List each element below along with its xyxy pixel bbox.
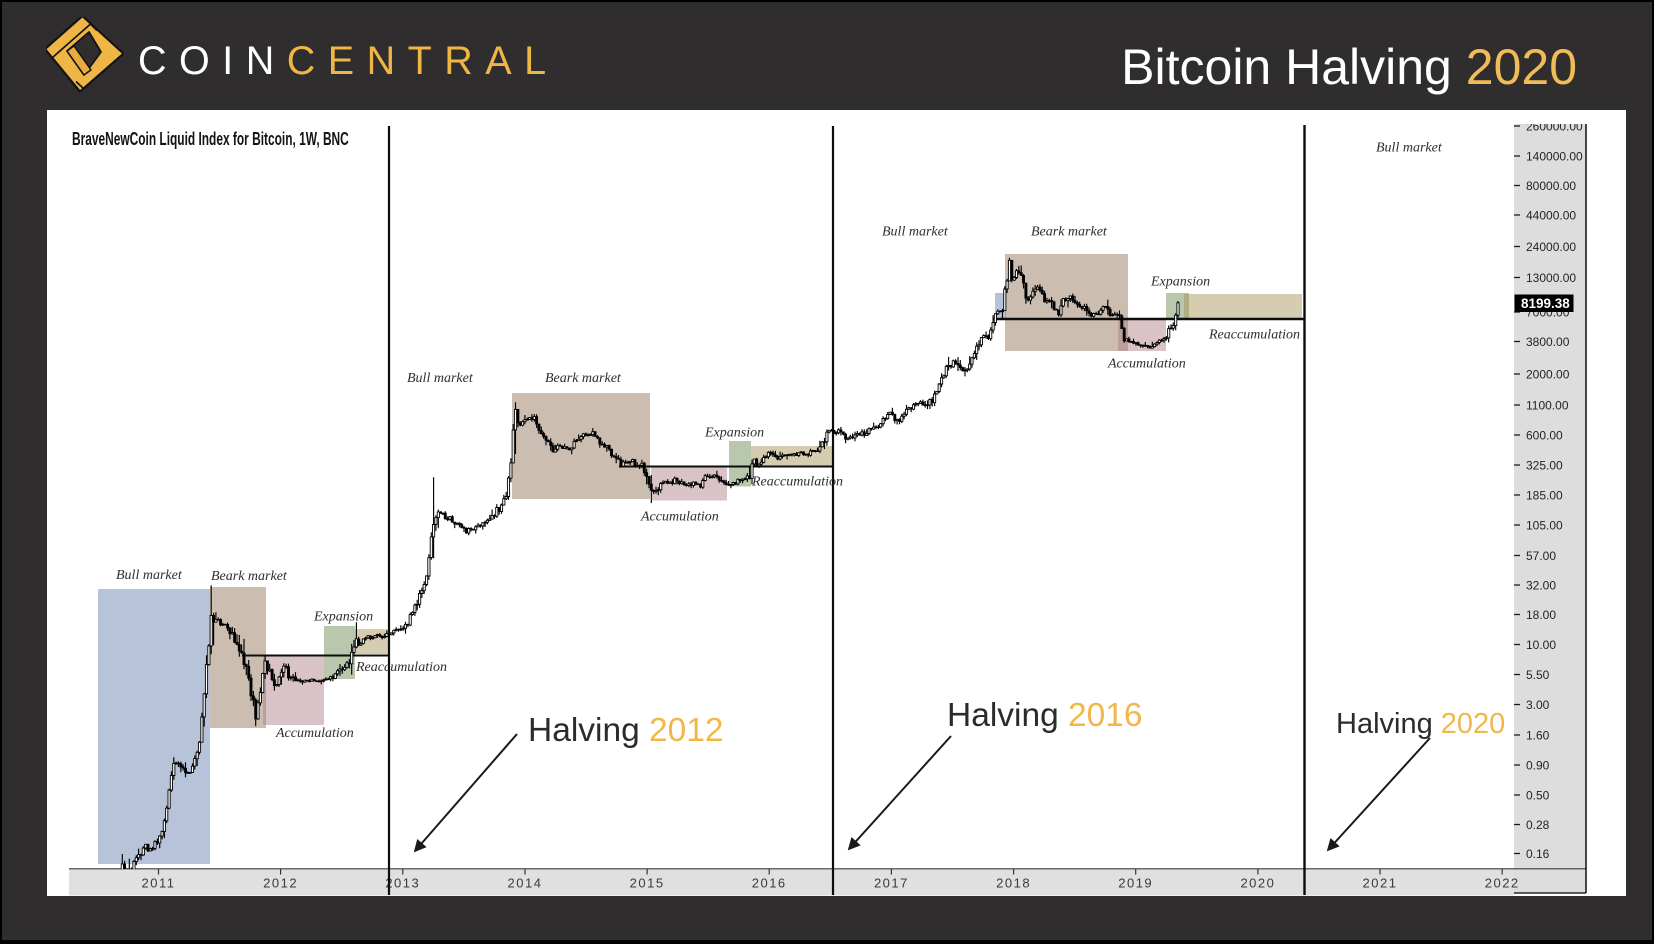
svg-text:0.28: 0.28	[1526, 818, 1550, 832]
svg-text:185.00: 185.00	[1526, 489, 1563, 503]
svg-text:2000.00: 2000.00	[1526, 368, 1570, 382]
svg-text:600.00: 600.00	[1526, 429, 1563, 443]
svg-text:Bull market: Bull market	[1376, 141, 1443, 156]
svg-text:Expansion: Expansion	[704, 426, 764, 441]
svg-text:Accumulation: Accumulation	[1107, 357, 1186, 372]
svg-text:2022: 2022	[1485, 876, 1520, 891]
svg-text:2017: 2017	[874, 876, 909, 891]
svg-text:3800.00: 3800.00	[1526, 335, 1570, 349]
svg-text:0.50: 0.50	[1526, 789, 1550, 803]
svg-text:44000.00: 44000.00	[1526, 209, 1576, 223]
svg-text:5.50: 5.50	[1526, 668, 1550, 682]
svg-text:10.00: 10.00	[1526, 638, 1556, 652]
svg-text:325.00: 325.00	[1526, 459, 1563, 473]
svg-text:105.00: 105.00	[1526, 519, 1563, 533]
svg-text:2014: 2014	[508, 876, 543, 891]
svg-text:0.90: 0.90	[1526, 759, 1550, 773]
svg-text:18.00: 18.00	[1526, 608, 1556, 622]
svg-text:Expansion: Expansion	[313, 610, 373, 625]
svg-text:Expansion: Expansion	[1150, 275, 1210, 290]
svg-text:Reaccumulation: Reaccumulation	[751, 475, 843, 490]
svg-text:24000.00: 24000.00	[1526, 240, 1576, 254]
svg-text:2020: 2020	[1240, 876, 1275, 891]
svg-text:2015: 2015	[630, 876, 665, 891]
svg-text:1100.00: 1100.00	[1526, 399, 1569, 413]
svg-text:Bull market: Bull market	[882, 225, 949, 240]
svg-text:57.00: 57.00	[1526, 549, 1556, 563]
svg-text:BraveNewCoin Liquid Index for: BraveNewCoin Liquid Index for Bitcoin, 1…	[72, 130, 349, 150]
svg-text:8199.38: 8199.38	[1521, 296, 1570, 311]
svg-text:Accumulation: Accumulation	[275, 726, 354, 741]
svg-text:2011: 2011	[142, 876, 176, 891]
svg-text:Beark market: Beark market	[1031, 225, 1108, 240]
svg-text:Beark market: Beark market	[211, 569, 288, 584]
svg-text:Bull market: Bull market	[407, 371, 474, 386]
svg-text:Halving 2016: Halving 2016	[947, 697, 1143, 734]
svg-text:32.00: 32.00	[1526, 579, 1556, 593]
svg-text:1.60: 1.60	[1526, 729, 1550, 743]
svg-text:Beark market: Beark market	[545, 371, 622, 386]
svg-text:140000.00: 140000.00	[1526, 150, 1583, 164]
svg-text:Reaccumulation: Reaccumulation	[355, 660, 447, 675]
svg-text:2018: 2018	[996, 876, 1031, 891]
svg-text:Accumulation: Accumulation	[640, 510, 719, 525]
svg-text:2016: 2016	[752, 876, 787, 891]
svg-text:2012: 2012	[263, 876, 298, 891]
svg-text:80000.00: 80000.00	[1526, 179, 1576, 193]
svg-text:13000.00: 13000.00	[1526, 271, 1576, 285]
svg-text:260000.00: 260000.00	[1526, 120, 1583, 134]
svg-text:2021: 2021	[1363, 876, 1398, 891]
svg-text:2019: 2019	[1118, 876, 1153, 891]
svg-text:Bull market: Bull market	[116, 568, 183, 583]
svg-text:0.16: 0.16	[1526, 847, 1550, 861]
svg-text:Halving 2012: Halving 2012	[528, 712, 724, 749]
svg-text:2013: 2013	[385, 876, 420, 891]
svg-text:Halving 2020: Halving 2020	[1336, 708, 1505, 740]
svg-text:Reaccumulation: Reaccumulation	[1208, 328, 1300, 343]
svg-text:3.00: 3.00	[1526, 698, 1550, 712]
